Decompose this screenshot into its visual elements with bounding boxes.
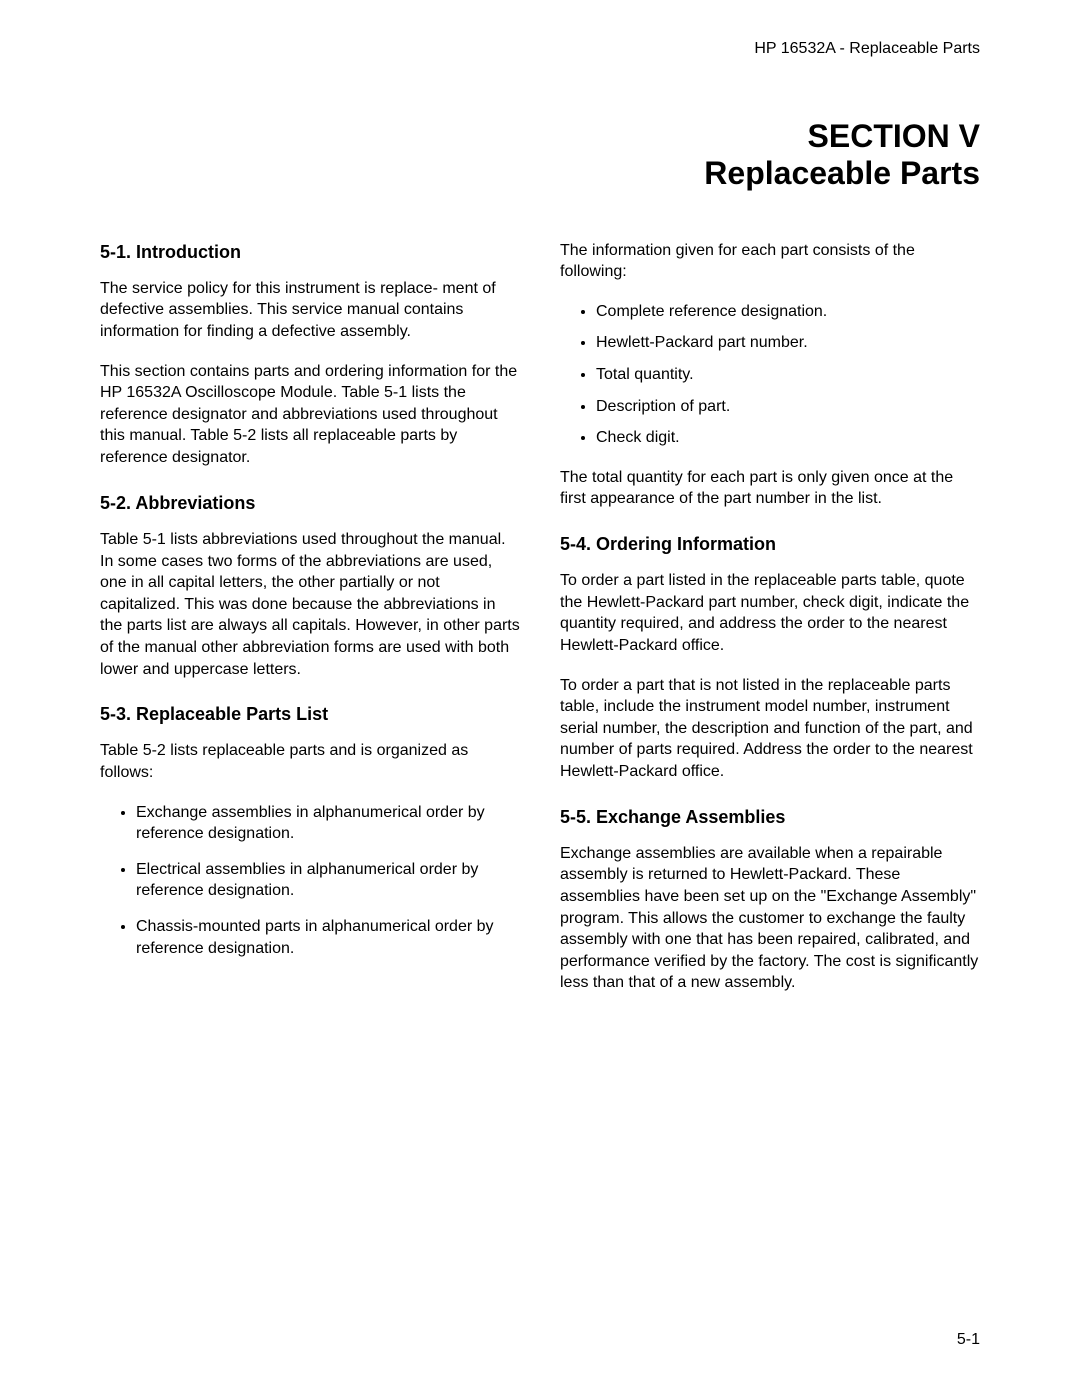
left-column: 5-1. Introduction The service policy for… bbox=[100, 240, 520, 1012]
bullets-part-info: Complete reference designation. Hewlett-… bbox=[560, 301, 980, 449]
para-5-4-2: To order a part that is not listed in th… bbox=[560, 675, 980, 783]
section-title-line2: Replaceable Parts bbox=[100, 155, 980, 192]
right-column: The information given for each part cons… bbox=[560, 240, 980, 1012]
section-title: SECTION V Replaceable Parts bbox=[100, 118, 980, 192]
section-title-line1: SECTION V bbox=[100, 118, 980, 155]
para-5-4-1: To order a part listed in the replaceabl… bbox=[560, 570, 980, 656]
para-right-intro: The information given for each part cons… bbox=[560, 240, 980, 283]
bullets-5-3: Exchange assemblies in alphanumerical or… bbox=[100, 802, 520, 960]
para-5-5-1: Exchange assemblies are available when a… bbox=[560, 843, 980, 994]
list-item: Electrical assemblies in alphanumerical … bbox=[136, 859, 520, 902]
para-5-3-1: Table 5-2 lists replaceable parts and is… bbox=[100, 740, 520, 783]
heading-5-4: 5-4. Ordering Information bbox=[560, 532, 980, 556]
para-5-1-2: This section contains parts and ordering… bbox=[100, 361, 520, 469]
list-item: Check digit. bbox=[596, 427, 980, 449]
list-item: Exchange assemblies in alphanumerical or… bbox=[136, 802, 520, 845]
para-5-1-1: The service policy for this instrument i… bbox=[100, 278, 520, 343]
heading-5-3: 5-3. Replaceable Parts List bbox=[100, 702, 520, 726]
list-item: Total quantity. bbox=[596, 364, 980, 386]
heading-5-2: 5-2. Abbreviations bbox=[100, 491, 520, 515]
list-item: Hewlett-Packard part number. bbox=[596, 332, 980, 354]
two-column-layout: 5-1. Introduction The service policy for… bbox=[100, 240, 980, 1012]
list-item: Description of part. bbox=[596, 396, 980, 418]
para-total-qty: The total quantity for each part is only… bbox=[560, 467, 980, 510]
heading-5-5: 5-5. Exchange Assemblies bbox=[560, 805, 980, 829]
heading-5-1: 5-1. Introduction bbox=[100, 240, 520, 264]
list-item: Complete reference designation. bbox=[596, 301, 980, 323]
page-number: 5-1 bbox=[957, 1331, 980, 1349]
doc-header-title: HP 16532A - Replaceable Parts bbox=[100, 40, 980, 58]
para-5-2-1: Table 5-1 lists abbreviations used throu… bbox=[100, 529, 520, 680]
list-item: Chassis-mounted parts in alphanumerical … bbox=[136, 916, 520, 959]
